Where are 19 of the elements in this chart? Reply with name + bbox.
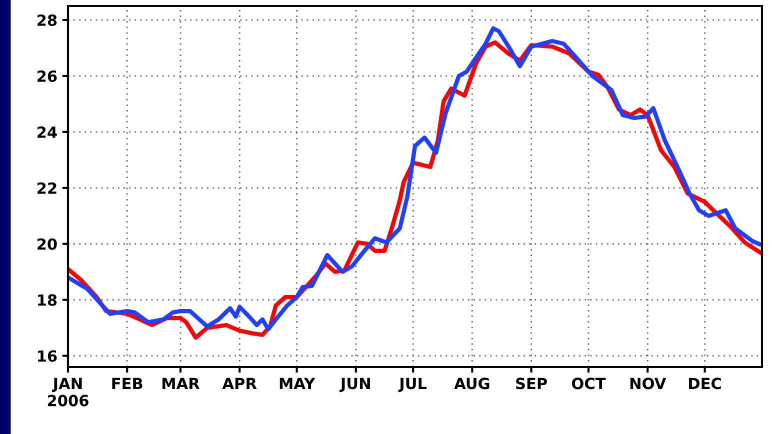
x-tick-label: MAY (280, 378, 316, 390)
x-tick-label: JAN 2006 (48, 378, 88, 406)
x-tick-label: DEC (689, 378, 721, 390)
y-tick-label: 18 (38, 294, 57, 306)
x-tick-label: JUL (398, 378, 427, 392)
x-tick-label: SEP (516, 378, 547, 390)
y-tick-label: 28 (38, 14, 57, 26)
x-tick-label: FEB (112, 378, 142, 390)
x-tick-label: APR (222, 378, 257, 390)
x-tick-label: NOV (630, 378, 666, 390)
y-tick-label: 16 (38, 350, 57, 362)
x-tick-label: MAR (162, 378, 200, 390)
y-tick-label: 20 (38, 238, 57, 250)
y-tick-label: 24 (38, 126, 57, 138)
x-tick-label: JUN (340, 378, 370, 392)
x-tick-label: OCT (572, 378, 606, 390)
x-tick-label: AUG (454, 378, 490, 390)
y-tick-label: 22 (38, 182, 56, 194)
y-tick-label: 26 (38, 70, 57, 82)
